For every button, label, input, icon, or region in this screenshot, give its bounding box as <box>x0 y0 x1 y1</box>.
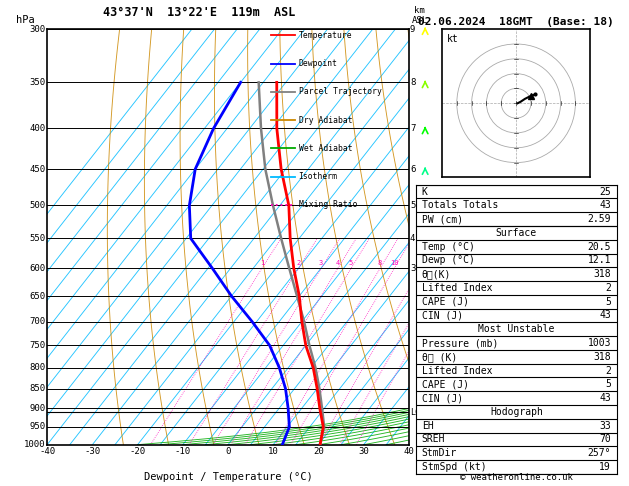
Text: -10: -10 <box>175 447 191 456</box>
Text: Lifted Index: Lifted Index <box>422 365 493 376</box>
Text: 1000: 1000 <box>24 440 45 449</box>
Text: Most Unstable: Most Unstable <box>478 324 555 334</box>
Text: CIN (J): CIN (J) <box>422 393 463 403</box>
Text: 5: 5 <box>605 380 611 389</box>
Text: 318: 318 <box>593 269 611 279</box>
Text: 40: 40 <box>403 447 415 456</box>
Text: 8: 8 <box>378 260 382 266</box>
Text: 10: 10 <box>268 447 279 456</box>
Text: LCL: LCL <box>410 408 425 417</box>
Text: StmDir: StmDir <box>422 448 457 458</box>
Text: 10: 10 <box>390 260 399 266</box>
Text: CAPE (J): CAPE (J) <box>422 380 469 389</box>
Text: 70: 70 <box>599 434 611 444</box>
Text: -40: -40 <box>39 447 55 456</box>
Text: 5: 5 <box>349 260 353 266</box>
Text: 650: 650 <box>29 292 45 300</box>
Text: 318: 318 <box>593 352 611 362</box>
Text: 43: 43 <box>599 311 611 320</box>
Text: Temperature: Temperature <box>299 31 352 40</box>
Text: 02.06.2024  18GMT  (Base: 18): 02.06.2024 18GMT (Base: 18) <box>418 17 614 28</box>
Text: 900: 900 <box>29 404 45 413</box>
Text: 450: 450 <box>29 165 45 174</box>
Text: SREH: SREH <box>422 434 445 444</box>
Text: 3: 3 <box>319 260 323 266</box>
Text: 1: 1 <box>260 260 264 266</box>
Text: 2: 2 <box>605 365 611 376</box>
Text: 20.5: 20.5 <box>587 242 611 252</box>
Text: 7: 7 <box>410 124 415 133</box>
Text: 4: 4 <box>410 234 415 243</box>
Text: 2: 2 <box>605 283 611 293</box>
Text: 6: 6 <box>410 165 415 174</box>
Text: kt: kt <box>447 34 458 44</box>
Text: 43: 43 <box>599 200 611 210</box>
Text: Dry Adiabat: Dry Adiabat <box>299 116 352 125</box>
Text: 12.1: 12.1 <box>587 256 611 265</box>
Text: 350: 350 <box>29 78 45 87</box>
Text: Mixing Ratio (g/kg): Mixing Ratio (g/kg) <box>431 186 440 288</box>
Text: 0: 0 <box>225 447 231 456</box>
Text: Temp (°C): Temp (°C) <box>422 242 475 252</box>
Text: 33: 33 <box>599 421 611 431</box>
Text: 30: 30 <box>359 447 369 456</box>
Text: PW (cm): PW (cm) <box>422 214 463 224</box>
Text: 850: 850 <box>29 384 45 393</box>
Text: Wet Adiabat: Wet Adiabat <box>299 144 352 153</box>
Text: 2: 2 <box>296 260 301 266</box>
Text: 400: 400 <box>29 124 45 133</box>
Text: 8: 8 <box>410 78 415 87</box>
Text: 5: 5 <box>410 201 415 210</box>
Text: Isotherm: Isotherm <box>299 172 338 181</box>
Text: 9: 9 <box>410 25 415 34</box>
Text: θᴇ(K): θᴇ(K) <box>422 269 451 279</box>
Text: Dewp (°C): Dewp (°C) <box>422 256 475 265</box>
Text: 5: 5 <box>605 297 611 307</box>
Text: -20: -20 <box>130 447 146 456</box>
Text: 3: 3 <box>410 264 415 273</box>
Text: Dewpoint / Temperature (°C): Dewpoint / Temperature (°C) <box>143 472 313 482</box>
Text: 700: 700 <box>29 317 45 326</box>
Text: CIN (J): CIN (J) <box>422 311 463 320</box>
Text: Hodograph: Hodograph <box>490 407 543 417</box>
Text: EH: EH <box>422 421 433 431</box>
Text: 43: 43 <box>599 393 611 403</box>
Text: CAPE (J): CAPE (J) <box>422 297 469 307</box>
Text: 550: 550 <box>29 234 45 243</box>
Text: 25: 25 <box>599 187 611 196</box>
Text: θᴇ (K): θᴇ (K) <box>422 352 457 362</box>
Text: 20: 20 <box>313 447 324 456</box>
Text: StmSpd (kt): StmSpd (kt) <box>422 462 486 472</box>
Text: hPa: hPa <box>16 15 35 25</box>
Text: 19: 19 <box>599 462 611 472</box>
Text: Mixing Ratio: Mixing Ratio <box>299 200 357 209</box>
Text: Pressure (mb): Pressure (mb) <box>422 338 498 348</box>
Text: 257°: 257° <box>587 448 611 458</box>
Text: Parcel Trajectory: Parcel Trajectory <box>299 87 381 96</box>
Text: 800: 800 <box>29 363 45 372</box>
Text: Lifted Index: Lifted Index <box>422 283 493 293</box>
Text: km
ASL: km ASL <box>411 6 428 25</box>
Text: 1003: 1003 <box>587 338 611 348</box>
Text: Dewpoint: Dewpoint <box>299 59 338 68</box>
Text: Surface: Surface <box>496 228 537 238</box>
Text: 300: 300 <box>29 25 45 34</box>
Text: 43°37'N  13°22'E  119m  ASL: 43°37'N 13°22'E 119m ASL <box>103 6 295 19</box>
Text: 4: 4 <box>336 260 340 266</box>
Text: 2.59: 2.59 <box>587 214 611 224</box>
Text: 600: 600 <box>29 264 45 273</box>
Text: -30: -30 <box>84 447 101 456</box>
Text: 750: 750 <box>29 341 45 350</box>
Text: © weatheronline.co.uk: © weatheronline.co.uk <box>460 473 573 482</box>
Text: 950: 950 <box>29 422 45 432</box>
Text: 500: 500 <box>29 201 45 210</box>
Text: K: K <box>422 187 428 196</box>
Text: Totals Totals: Totals Totals <box>422 200 498 210</box>
